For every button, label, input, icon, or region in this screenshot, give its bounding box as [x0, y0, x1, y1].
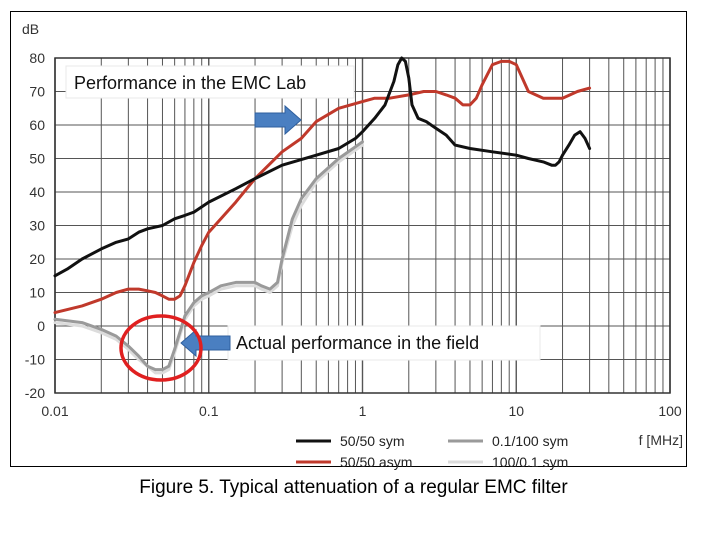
annotation-layer: Performance in the EMC Lab Actual perform… — [65, 65, 541, 382]
axis-labels: dB f [MHz] — [22, 21, 683, 448]
x-axis-label: f [MHz] — [639, 432, 683, 448]
figure-frame — [10, 11, 687, 467]
callout-box-lab — [65, 65, 355, 99]
y-tick-label: 20 — [29, 251, 45, 267]
y-axis-label: dB — [22, 21, 39, 37]
callout-text-lab: Performance in the EMC Lab — [74, 73, 306, 93]
figure-caption: Figure 5. Typical attenuation of a regul… — [139, 477, 568, 498]
y-tick-label: -10 — [25, 352, 45, 368]
legend-label: 0.1/100 sym — [492, 433, 568, 449]
legend-label: 50/50 asym — [340, 454, 412, 470]
legend-label: 100/0.1 sym — [492, 454, 568, 470]
x-tick-label: 10 — [508, 403, 524, 419]
series-line-50-50-sym — [53, 56, 592, 278]
y-tick-label: 0 — [37, 318, 45, 334]
series-layer — [53, 56, 592, 375]
y-tick-label: 30 — [29, 218, 45, 234]
x-tick-label: 0.1 — [199, 403, 219, 419]
callout-text-field: Actual performance in the field — [236, 333, 479, 353]
y-tick-label: 80 — [29, 50, 45, 66]
x-tick-label: 100 — [658, 403, 682, 419]
x-tick-label: 1 — [359, 403, 367, 419]
series-line-0-1-100-sym — [53, 140, 364, 372]
legend-label: 50/50 sym — [340, 433, 405, 449]
arrow-icon-field — [180, 328, 231, 358]
series-line-50-50-asym — [53, 59, 592, 315]
callout-box-field — [227, 325, 541, 361]
y-tick-label: -20 — [25, 385, 45, 401]
y-tick-label: 70 — [29, 84, 45, 100]
y-tick-label: 10 — [29, 285, 45, 301]
legend: 50/50 sym 50/50 asym 0.1/100 sym 100/0.1 sy… — [296, 433, 568, 470]
arrow-icon-lab — [254, 104, 302, 136]
y-tick-label: 50 — [29, 151, 45, 167]
x-tick-label: 0.01 — [41, 403, 68, 419]
y-tick-label: 40 — [29, 184, 45, 200]
highlight-circle — [119, 314, 203, 382]
y-tick-label: 60 — [29, 117, 45, 133]
plot-border — [54, 57, 671, 394]
